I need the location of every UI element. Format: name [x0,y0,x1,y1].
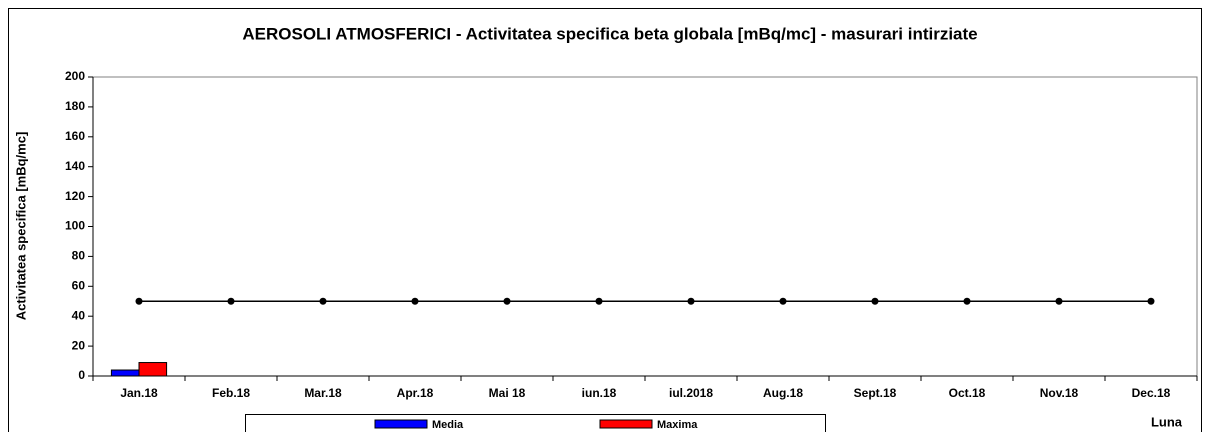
x-tick-label: Sept.18 [854,386,897,400]
legend-swatch [374,419,428,429]
x-tick-label: Nov.18 [1040,386,1079,400]
x-axis-label: Luna [1151,414,1183,429]
y-tick-label: 80 [72,249,86,263]
line-marker [595,297,603,305]
x-tick-label: Mai 18 [489,386,526,400]
y-tick-label: 160 [65,129,85,143]
x-tick-label: Dec.18 [1132,386,1171,400]
bar [110,369,140,377]
x-tick-label: Apr.18 [397,386,434,400]
x-tick-label: Aug.18 [763,386,803,400]
legend-label: Media [432,419,464,431]
legend-label: Maxima [657,419,698,431]
y-tick-label: 100 [65,219,85,233]
y-tick-label: 0 [78,368,85,382]
line-marker [963,297,971,305]
y-tick-label: 120 [65,189,85,203]
bar [138,362,168,377]
x-tick-label: Feb.18 [212,386,250,400]
y-tick-label: 40 [72,308,86,322]
x-tick-label: Mar.18 [304,386,342,400]
x-tick-label: Oct.18 [949,386,986,400]
y-axis-label: Activitatea specifica [mBq/mc] [13,132,28,321]
x-tick-label: iul.2018 [669,386,713,400]
line-marker [1055,297,1063,305]
line-marker [319,297,327,305]
y-tick-label: 140 [65,159,85,173]
line-marker [687,297,695,305]
line-marker [779,297,787,305]
line-marker [227,297,235,305]
y-tick-label: 200 [65,69,85,83]
y-tick-label: 20 [72,338,86,352]
x-tick-label: Jan.18 [120,386,158,400]
line-marker [871,297,879,305]
legend-swatch [599,419,653,429]
chart-title: AEROSOLI ATMOSFERICI - Activitatea speci… [242,24,977,43]
line-marker [135,297,143,305]
legend [245,414,826,437]
y-tick-label: 180 [65,99,85,113]
line-marker [1147,297,1155,305]
line-marker [411,297,419,305]
line-marker [503,297,511,305]
plot-area [92,76,1198,377]
x-tick-label: iun.18 [582,386,617,400]
y-tick-label: 60 [72,278,86,292]
